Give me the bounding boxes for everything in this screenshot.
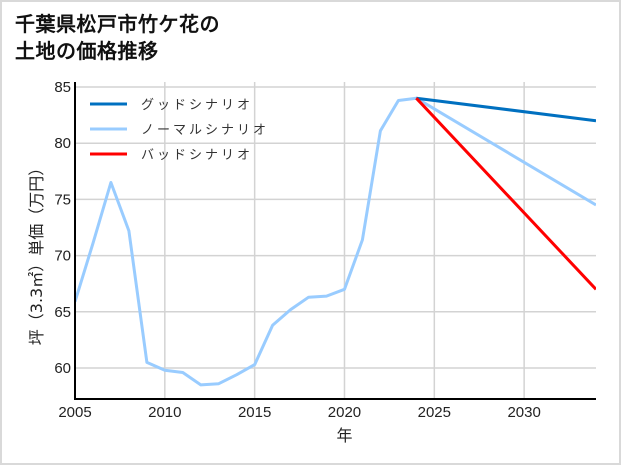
chart-title: 千葉県松戸市竹ケ花の 土地の価格推移 (15, 12, 220, 63)
axes (74, 82, 596, 400)
x-tick-label: 2010 (148, 404, 181, 421)
legend-label: グッドシナリオ (141, 98, 253, 113)
gridlines (74, 82, 596, 399)
y-tick-label: 65 (54, 304, 71, 321)
y-tick-label: 70 (54, 248, 71, 265)
series-line (75, 96, 596, 387)
x-tick-label: 2020 (328, 404, 361, 421)
y-tick-label: 60 (54, 360, 71, 377)
x-tick-label: 2025 (418, 404, 451, 421)
data-lines (75, 96, 596, 387)
legend-label: バッドシナリオ (141, 148, 253, 163)
y-tick-label: 75 (54, 191, 71, 208)
y-tick-label: 80 (54, 135, 71, 152)
y-axis-label: 坪（3.3㎡）単価（万円） (27, 160, 46, 345)
tick-labels: 2005 2010 2015 2020 2025 2030 60 65 70 75 80 85 (54, 79, 541, 421)
series-line (416, 96, 596, 123)
x-tick-label: 2005 (58, 404, 91, 421)
legend-label: ノーマルシナリオ (141, 123, 269, 138)
x-tick-label: 2030 (507, 404, 540, 421)
y-tick-label: 85 (54, 79, 71, 96)
series-line (415, 97, 596, 291)
x-tick-label: 2015 (238, 404, 271, 421)
x-axis-label: 年 (336, 426, 352, 445)
